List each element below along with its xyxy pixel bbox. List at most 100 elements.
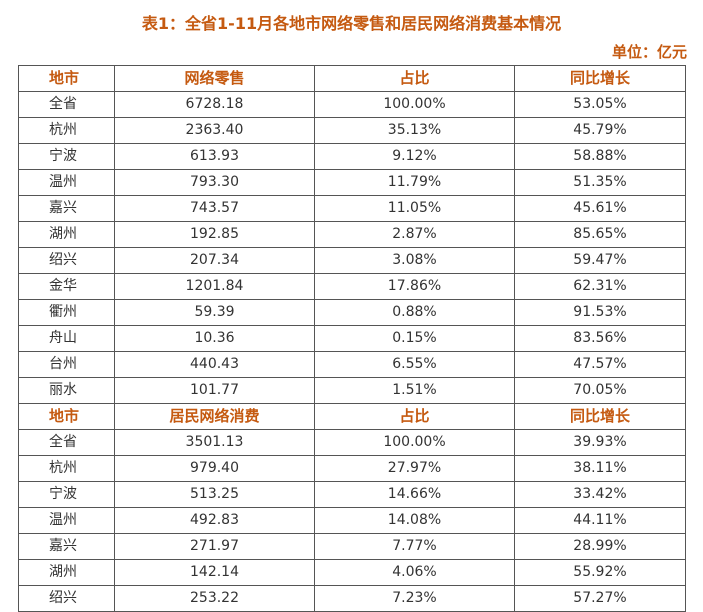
- value-cell: 4.06%: [314, 559, 515, 586]
- table-row: 全省 6728.18 100.00% 53.05%: [18, 91, 686, 118]
- table-row: 湖州 142.14 4.06% 55.92%: [18, 559, 686, 586]
- value-cell: 44.11%: [514, 507, 686, 534]
- region-cell: 绍兴: [18, 247, 115, 274]
- value-cell: 7.77%: [314, 533, 515, 560]
- table-row: 宁波 613.93 9.12% 58.88%: [18, 143, 686, 170]
- value-cell: 10.36: [114, 325, 315, 352]
- value-cell: 27.97%: [314, 455, 515, 482]
- column-header: 同比增长: [514, 65, 686, 92]
- data-table: 地市 网络零售 占比 同比增长 全省 6728.18 100.00% 53.05% 杭州 2363…: [18, 65, 686, 612]
- value-cell: 59.47%: [514, 247, 686, 274]
- table-body: 地市 网络零售 占比 同比增长 全省 6728.18 100.00% 53.05% 杭州 2363…: [18, 65, 686, 612]
- value-cell: 0.15%: [314, 325, 515, 352]
- table-row: 杭州 979.40 27.97% 38.11%: [18, 455, 686, 482]
- column-header: 网络零售: [114, 65, 315, 92]
- section-header-row: 地市 网络零售 占比 同比增长: [18, 65, 686, 92]
- table-row: 嘉兴 743.57 11.05% 45.61%: [18, 195, 686, 222]
- value-cell: 58.88%: [514, 143, 686, 170]
- value-cell: 192.85: [114, 221, 315, 248]
- value-cell: 100.00%: [314, 91, 515, 118]
- table-row: 绍兴 207.34 3.08% 59.47%: [18, 247, 686, 274]
- value-cell: 492.83: [114, 507, 315, 534]
- value-cell: 85.65%: [514, 221, 686, 248]
- region-cell: 湖州: [18, 559, 115, 586]
- value-cell: 45.61%: [514, 195, 686, 222]
- column-header: 同比增长: [514, 403, 686, 430]
- region-cell: 湖州: [18, 221, 115, 248]
- region-cell: 杭州: [18, 455, 115, 482]
- table-row: 湖州 192.85 2.87% 85.65%: [18, 221, 686, 248]
- value-cell: 11.79%: [314, 169, 515, 196]
- value-cell: 9.12%: [314, 143, 515, 170]
- value-cell: 271.97: [114, 533, 315, 560]
- unit-label: 单位：亿元: [611, 43, 687, 61]
- region-cell: 温州: [18, 507, 115, 534]
- region-cell: 金华: [18, 273, 115, 300]
- value-cell: 14.66%: [314, 481, 515, 508]
- value-cell: 253.22: [114, 585, 315, 612]
- value-cell: 91.53%: [514, 299, 686, 326]
- table-row: 杭州 2363.40 35.13% 45.79%: [18, 117, 686, 144]
- section-header-row: 地市 居民网络消费 占比 同比增长: [18, 403, 686, 430]
- value-cell: 207.34: [114, 247, 315, 274]
- region-cell: 杭州: [18, 117, 115, 144]
- column-header: 占比: [314, 65, 515, 92]
- value-cell: 101.77: [114, 377, 315, 404]
- value-cell: 3.08%: [314, 247, 515, 274]
- value-cell: 11.05%: [314, 195, 515, 222]
- table-row: 舟山 10.36 0.15% 83.56%: [18, 325, 686, 352]
- table-row: 衢州 59.39 0.88% 91.53%: [18, 299, 686, 326]
- column-header: 地市: [18, 65, 115, 92]
- value-cell: 55.92%: [514, 559, 686, 586]
- table-row: 金华 1201.84 17.86% 62.31%: [18, 273, 686, 300]
- table-row: 温州 793.30 11.79% 51.35%: [18, 169, 686, 196]
- value-cell: 47.57%: [514, 351, 686, 378]
- value-cell: 53.05%: [514, 91, 686, 118]
- table-row: 台州 440.43 6.55% 47.57%: [18, 351, 686, 378]
- value-cell: 17.86%: [314, 273, 515, 300]
- value-cell: 3501.13: [114, 429, 315, 456]
- column-header: 居民网络消费: [114, 403, 315, 430]
- region-cell: 温州: [18, 169, 115, 196]
- value-cell: 6728.18: [114, 91, 315, 118]
- value-cell: 7.23%: [314, 585, 515, 612]
- table-row: 嘉兴 271.97 7.77% 28.99%: [18, 533, 686, 560]
- column-header: 地市: [18, 403, 115, 430]
- value-cell: 6.55%: [314, 351, 515, 378]
- value-cell: 28.99%: [514, 533, 686, 560]
- value-cell: 59.39: [114, 299, 315, 326]
- value-cell: 35.13%: [314, 117, 515, 144]
- value-cell: 51.35%: [514, 169, 686, 196]
- value-cell: 142.14: [114, 559, 315, 586]
- value-cell: 62.31%: [514, 273, 686, 300]
- region-cell: 丽水: [18, 377, 115, 404]
- value-cell: 14.08%: [314, 507, 515, 534]
- column-header: 占比: [314, 403, 515, 430]
- value-cell: 57.27%: [514, 585, 686, 612]
- value-cell: 2.87%: [314, 221, 515, 248]
- table-title: 表1：全省1-11月各地市网络零售和居民网络消费基本情况: [141, 14, 562, 33]
- region-cell: 绍兴: [18, 585, 115, 612]
- value-cell: 979.40: [114, 455, 315, 482]
- region-cell: 嘉兴: [18, 195, 115, 222]
- value-cell: 70.05%: [514, 377, 686, 404]
- region-cell: 嘉兴: [18, 533, 115, 560]
- region-cell: 全省: [18, 429, 115, 456]
- value-cell: 1.51%: [314, 377, 515, 404]
- value-cell: 39.93%: [514, 429, 686, 456]
- value-cell: 793.30: [114, 169, 315, 196]
- value-cell: 0.88%: [314, 299, 515, 326]
- region-cell: 台州: [18, 351, 115, 378]
- value-cell: 743.57: [114, 195, 315, 222]
- region-cell: 宁波: [18, 143, 115, 170]
- table-row: 宁波 513.25 14.66% 33.42%: [18, 481, 686, 508]
- region-cell: 衢州: [18, 299, 115, 326]
- value-cell: 440.43: [114, 351, 315, 378]
- table-row: 绍兴 253.22 7.23% 57.27%: [18, 585, 686, 612]
- value-cell: 38.11%: [514, 455, 686, 482]
- table-row: 全省 3501.13 100.00% 39.93%: [18, 429, 686, 456]
- value-cell: 1201.84: [114, 273, 315, 300]
- region-cell: 全省: [18, 91, 115, 118]
- table-row: 温州 492.83 14.08% 44.11%: [18, 507, 686, 534]
- value-cell: 83.56%: [514, 325, 686, 352]
